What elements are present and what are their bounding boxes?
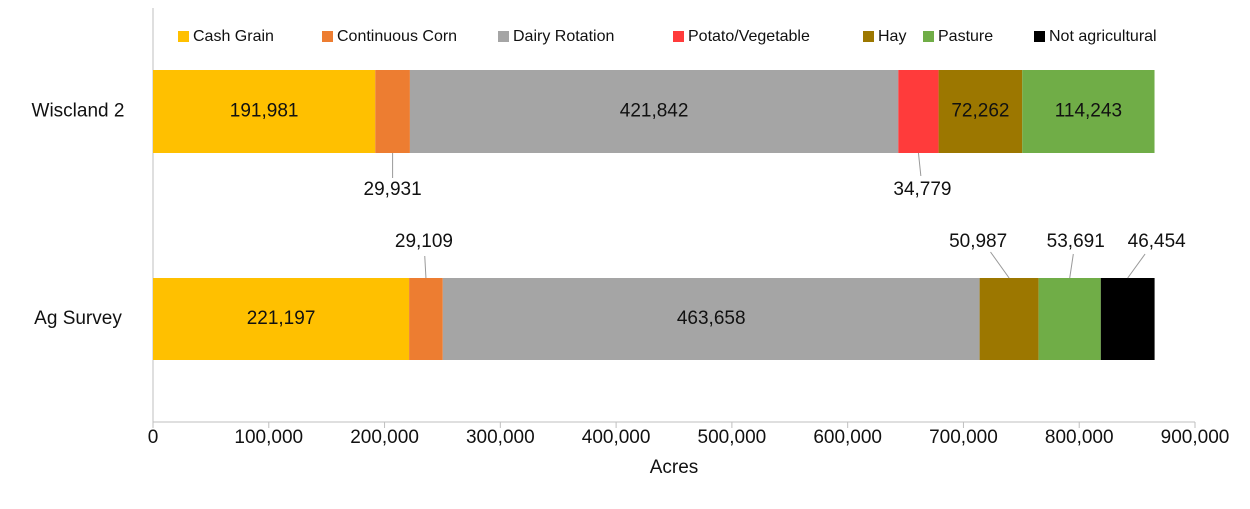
value-label: 50,987 — [949, 231, 1007, 252]
x-axis-title: Acres — [650, 457, 699, 478]
x-tick-label: 200,000 — [350, 427, 419, 448]
leader-line — [917, 152, 922, 177]
legend-label: Hay — [878, 28, 906, 45]
leader-line — [424, 255, 427, 279]
legend-label: Dairy Rotation — [513, 28, 614, 45]
bar-segment — [938, 70, 1023, 153]
legend-label: Continuous Corn — [337, 28, 457, 45]
bar-segment — [442, 278, 980, 360]
x-tick-label: 600,000 — [813, 427, 882, 448]
bar-segment — [153, 278, 410, 360]
x-tick-label: 700,000 — [929, 427, 998, 448]
x-tick-label: 100,000 — [234, 427, 303, 448]
bar-segment — [1100, 278, 1155, 360]
legend-label: Not agricultural — [1049, 28, 1157, 45]
value-label: 463,658 — [677, 308, 746, 329]
bar-segment — [1038, 278, 1101, 360]
value-label: 191,981 — [230, 101, 299, 122]
legend-label: Pasture — [938, 28, 993, 45]
x-tick-label: 300,000 — [466, 427, 535, 448]
x-tick-label: 900,000 — [1161, 427, 1230, 448]
value-label: 221,197 — [247, 308, 316, 329]
leader-line — [990, 251, 1010, 279]
legend-swatch — [863, 31, 874, 42]
legend-swatch — [322, 31, 333, 42]
value-label: 72,262 — [951, 101, 1009, 122]
value-label: 421,842 — [620, 101, 689, 122]
legend-swatch — [1034, 31, 1045, 42]
bar-segment — [409, 278, 443, 360]
x-tick-label: 500,000 — [698, 427, 767, 448]
value-label: 34,779 — [893, 179, 951, 200]
legend-label: Potato/Vegetable — [688, 28, 810, 45]
legend-label: Cash Grain — [193, 28, 274, 45]
legend-swatch — [178, 31, 189, 42]
legend-swatch — [923, 31, 934, 42]
legend-swatch — [498, 31, 509, 42]
leader-line — [1069, 253, 1074, 279]
category-label: Wiscland 2 — [32, 101, 125, 122]
bar-segment — [375, 70, 410, 153]
category-label: Ag Survey — [34, 308, 122, 329]
bar-segment — [1022, 70, 1155, 153]
leader-line — [1127, 253, 1146, 279]
bar-segment — [409, 70, 899, 153]
value-label: 29,109 — [395, 231, 453, 252]
x-tick-label: 0 — [148, 427, 159, 448]
value-label: 29,931 — [364, 179, 422, 200]
legend-swatch — [673, 31, 684, 42]
value-label: 53,691 — [1047, 231, 1105, 252]
x-tick-label: 400,000 — [582, 427, 651, 448]
bar-segment — [979, 278, 1039, 360]
value-label: 114,243 — [1055, 101, 1122, 122]
bar-segment — [898, 70, 939, 153]
x-tick-label: 800,000 — [1045, 427, 1114, 448]
bar-segment — [153, 70, 376, 153]
value-label: 46,454 — [1128, 231, 1187, 252]
